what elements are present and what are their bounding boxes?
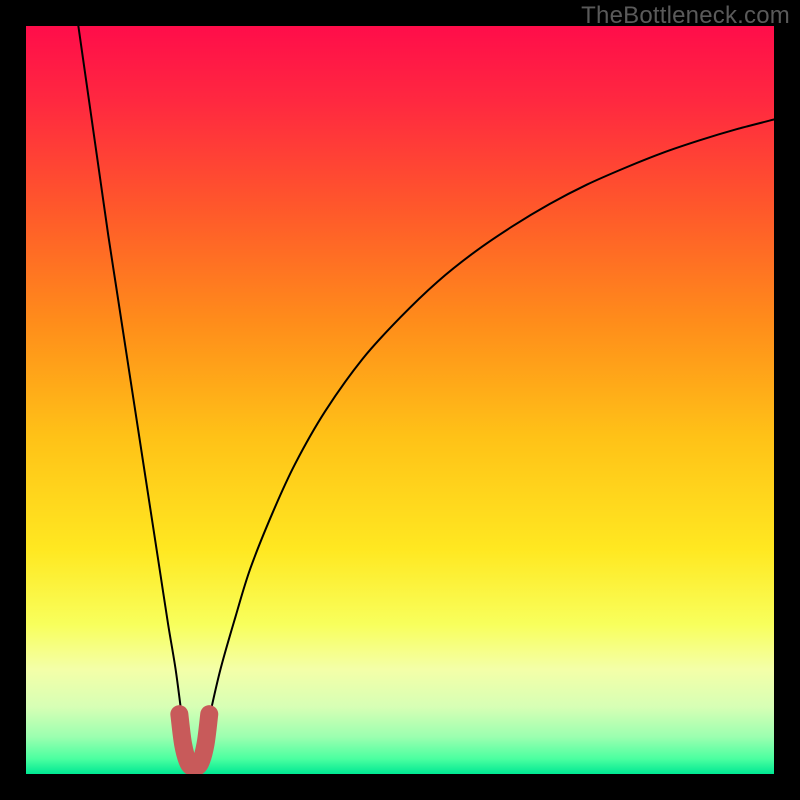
chart-stage: TheBottleneck.com [0,0,800,800]
bottleneck-chart [0,0,800,800]
plot-background [26,26,774,774]
